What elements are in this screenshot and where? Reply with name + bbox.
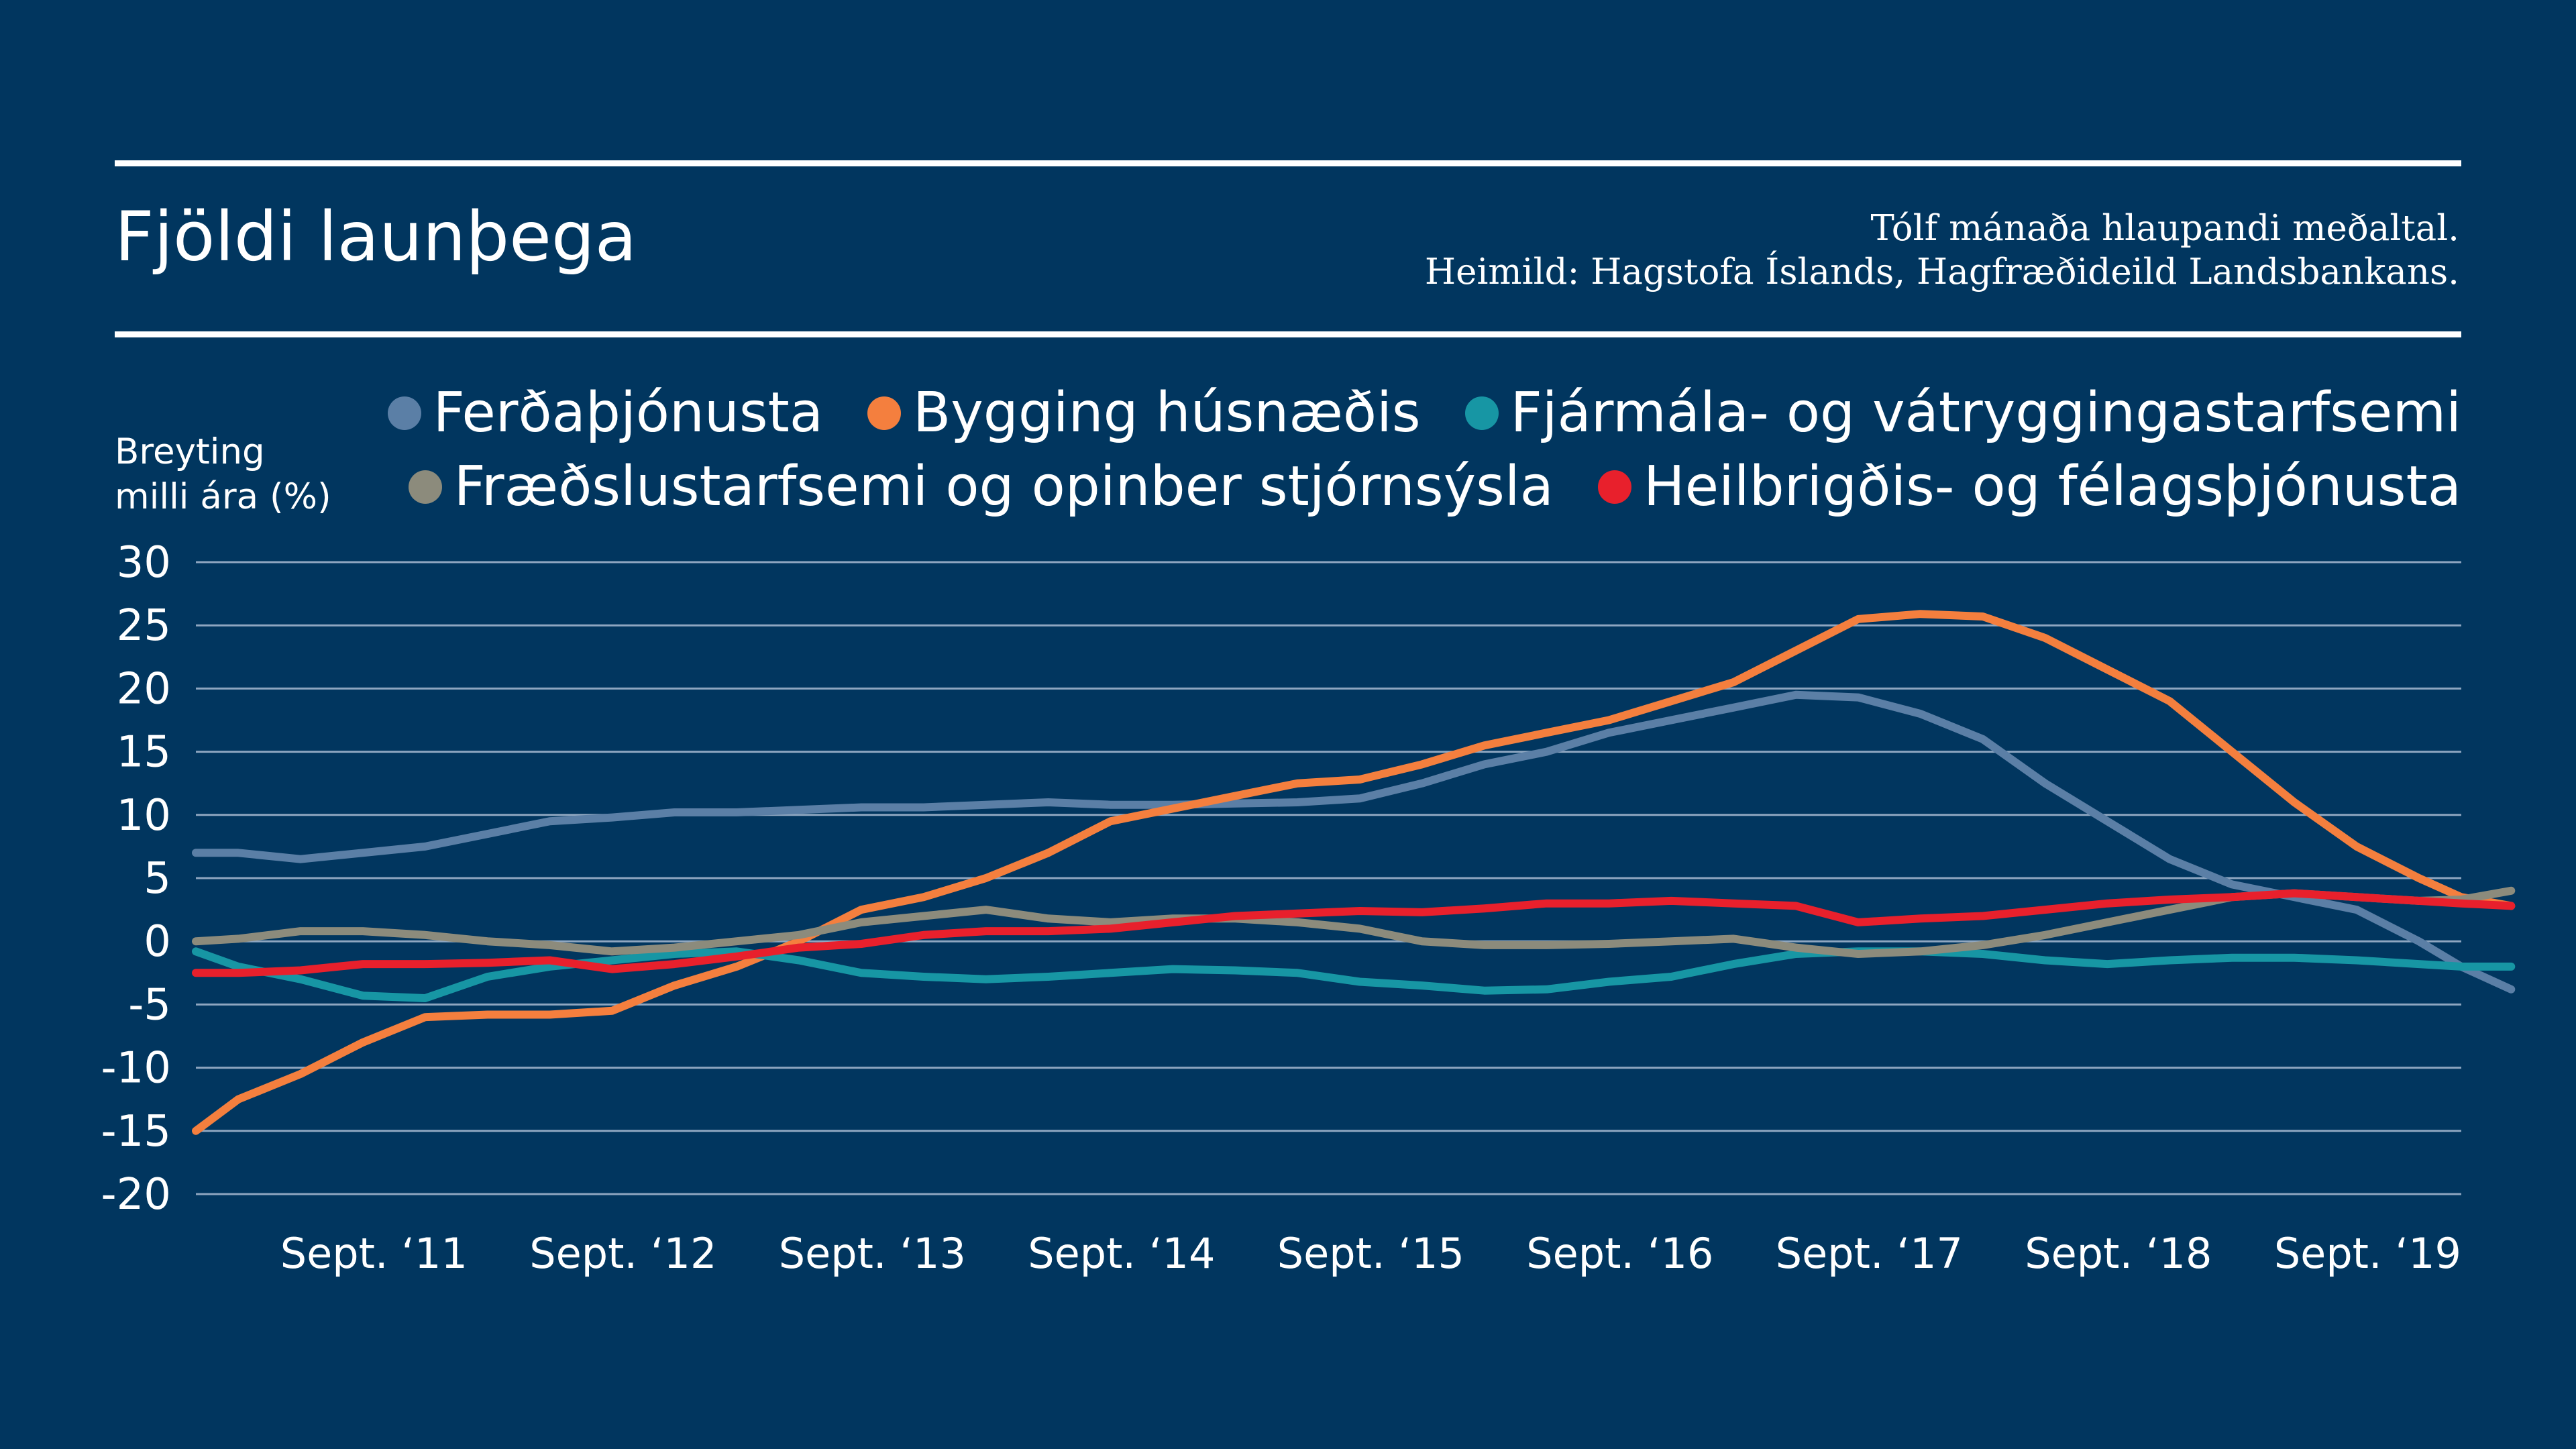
top-rule	[115, 160, 2461, 166]
x-tick-label: Sept. ‘18	[2025, 1229, 2212, 1278]
legend-label-heilbrigdis: Heilbrigðis- og félagsþjónusta	[1643, 455, 2461, 519]
x-tick-label: Sept. ‘11	[280, 1229, 468, 1278]
grid-lines	[196, 561, 2461, 1195]
y-tick-label: 25	[117, 601, 171, 651]
y-axis-label-line-2: milli ára (%)	[115, 476, 331, 517]
note-line-1: Tólf mánaða hlaupandi meðaltal.	[1870, 208, 2459, 249]
legend-row-1: Ferðaþjónusta Bygging húsnæðis Fjármála-…	[387, 381, 2461, 445]
y-tick-labels: 30 25 20 15 10 5 0 -5 -10 -15 -20	[101, 538, 171, 1220]
y-tick-label: -15	[101, 1107, 171, 1157]
chart-title: Fjöldi launþega	[115, 197, 637, 277]
series-lines	[192, 610, 2516, 1135]
bottom-rule	[115, 331, 2461, 337]
y-axis-label: Breyting milli ára (%)	[115, 429, 331, 519]
note-line-2: Heimild: Hagstofa Íslands, Hagfræðideild…	[1424, 252, 2459, 292]
y-tick-label: 10	[117, 791, 171, 841]
legend-row-2: Fræðslustarfsemi og opinber stjórnsýsla …	[408, 455, 2461, 519]
legend: Ferðaþjónusta Bygging húsnæðis Fjármála-…	[387, 381, 2461, 519]
y-tick-label: 5	[144, 854, 171, 904]
x-tick-label: Sept. ‘12	[529, 1229, 716, 1278]
legend-label-fjarmala: Fjármála- og vátryggingastarfsemi	[1510, 381, 2461, 445]
legend-item-heilbrigdis: Heilbrigðis- og félagsþjónusta	[1597, 455, 2461, 519]
x-tick-label: Sept. ‘15	[1277, 1229, 1464, 1278]
y-tick-label: 0	[144, 917, 171, 967]
x-tick-labels: Sept. ‘11 Sept. ‘12 Sept. ‘13 Sept. ‘14 Sept…	[280, 1229, 2461, 1278]
legend-swatch-bygging	[867, 396, 901, 430]
legend-label-bygging: Bygging húsnæðis	[912, 381, 1421, 445]
legend-item-fjarmala: Fjármála- og vátryggingastarfsemi	[1464, 381, 2461, 445]
legend-item-bygging: Bygging húsnæðis	[867, 381, 1421, 445]
series-line-ferdathjonusta	[192, 690, 2516, 994]
x-tick-label: Sept. ‘14	[1028, 1229, 1215, 1278]
series-line-bygging	[192, 610, 2516, 1135]
y-tick-label: 30	[117, 538, 171, 588]
legend-swatch-fraedsla	[408, 470, 442, 504]
source-note: Tólf mánaða hlaupandi meðaltal. Heimild:…	[1425, 207, 2459, 294]
legend-label-fraedsla: Fræðslustarfsemi og opinber stjórnsýsla	[453, 455, 1554, 519]
legend-label-ferdathjonusta: Ferðaþjónusta	[433, 381, 823, 445]
legend-swatch-heilbrigdis	[1597, 470, 1631, 504]
legend-item-fraedsla: Fræðslustarfsemi og opinber stjórnsýsla	[408, 455, 1554, 519]
x-tick-label: Sept. ‘19	[2274, 1229, 2461, 1278]
legend-swatch-fjarmala	[1464, 396, 1499, 430]
y-axis-label-line-1: Breyting	[115, 431, 265, 472]
series-line-fraedsla	[192, 886, 2516, 958]
y-tick-label: -20	[101, 1170, 171, 1220]
y-tick-label: 20	[117, 664, 171, 714]
x-tick-label: Sept. ‘13	[779, 1229, 966, 1278]
x-tick-label: Sept. ‘16	[1526, 1229, 1713, 1278]
y-tick-label: -5	[128, 980, 171, 1030]
legend-swatch-ferdathjonusta	[387, 396, 421, 430]
series-line-heilbrigdis	[192, 889, 2516, 977]
y-tick-label: 15	[117, 728, 171, 777]
legend-item-ferdathjonusta: Ferðaþjónusta	[387, 381, 823, 445]
y-tick-label: -10	[101, 1044, 171, 1093]
x-tick-label: Sept. ‘17	[1776, 1229, 1963, 1278]
